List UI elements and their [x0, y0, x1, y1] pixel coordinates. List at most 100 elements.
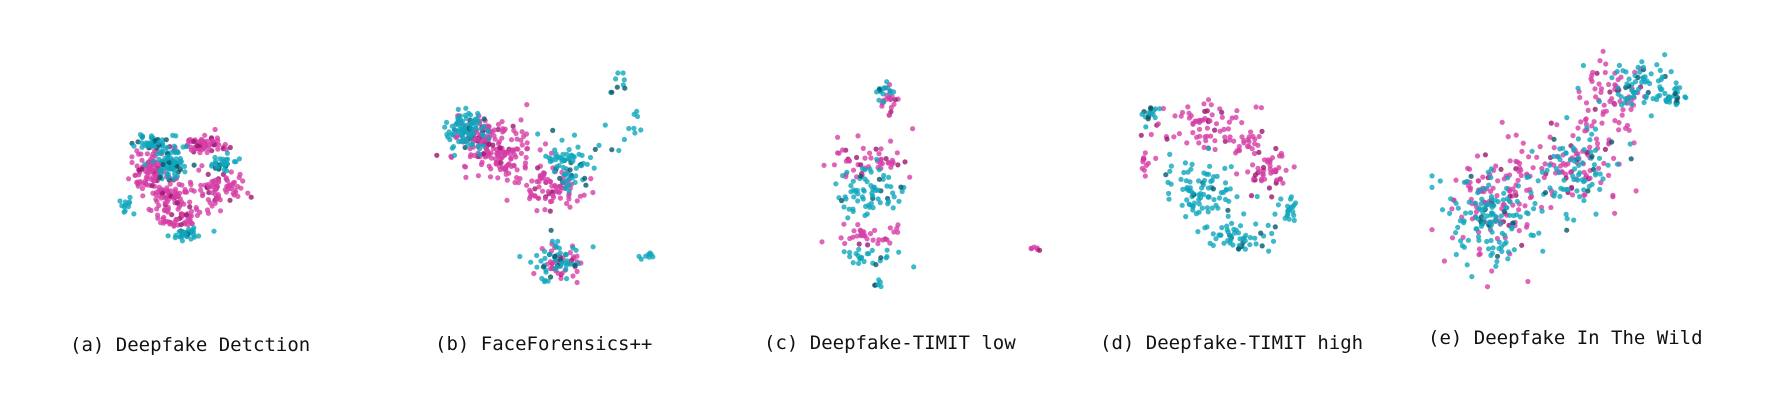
scatter-point-real — [1504, 185, 1510, 191]
scatter-point-fake — [1633, 188, 1639, 194]
scatter-point-real — [880, 176, 886, 182]
scatter-point-real — [1672, 86, 1678, 92]
scatter-plot-a — [117, 126, 254, 244]
scatter-point-real — [1461, 179, 1467, 185]
scatter-point-fake — [1212, 146, 1218, 153]
scatter-point-fake — [873, 146, 879, 152]
scatter-point-real — [1673, 102, 1679, 108]
scatter-point-real — [219, 160, 225, 166]
scatter-point-fake — [1453, 177, 1459, 183]
scatter-point-real — [456, 139, 462, 145]
scatter-point-fake — [155, 212, 161, 218]
scatter-point-fake — [129, 159, 135, 166]
scatter-point-fake — [183, 212, 189, 218]
scatter-point-fake — [1600, 109, 1606, 115]
scatter-point-real — [1184, 197, 1190, 203]
scatter-point-fake — [887, 225, 893, 231]
scatter-point-real — [1668, 69, 1674, 75]
scatter-point-real — [449, 145, 455, 151]
scatter-point-fake — [205, 138, 211, 144]
scatter-point-fake — [1142, 173, 1148, 179]
scatter-point-real — [450, 132, 456, 138]
scatter-point-real — [562, 185, 569, 191]
scatter-point-real — [1468, 210, 1474, 216]
scatter-point-fake — [508, 137, 515, 143]
scatter-point-real — [164, 171, 170, 177]
scatter-point-fake — [1217, 128, 1223, 134]
scatter-point-real — [211, 228, 217, 234]
scatter-point-fake — [519, 142, 525, 148]
scatter-point-real — [1592, 126, 1599, 132]
scatter-point-fake — [212, 191, 218, 197]
scatter-point-real — [442, 124, 448, 130]
scatter-point-real — [1190, 190, 1196, 196]
scatter-point-real — [1211, 197, 1217, 203]
scatter-point-fake — [1594, 140, 1601, 147]
scatter-point-real — [1201, 170, 1207, 176]
scatter-point-fake — [193, 204, 199, 211]
scatter-point-real — [1589, 153, 1595, 159]
scatter-point-fake — [894, 150, 900, 156]
scatter-point-real — [215, 164, 221, 170]
scatter-point-real — [1453, 230, 1459, 236]
scatter-point-real — [867, 166, 873, 172]
scatter-point-fake — [1256, 133, 1262, 140]
scatter-point-fake — [215, 146, 221, 152]
scatter-point-fake — [212, 200, 218, 206]
scatter-point-fake — [475, 136, 481, 142]
scatter-point-fake — [534, 208, 540, 214]
scatter-point-real — [468, 134, 474, 141]
scatter-point-fake — [521, 133, 527, 139]
scatter-point-real — [869, 190, 875, 196]
scatter-point-fake — [1260, 164, 1267, 171]
scatter-point-fake — [1590, 69, 1596, 75]
scatter-point-fake — [1551, 145, 1557, 151]
scatter-point-real — [1265, 222, 1271, 228]
scatter-point-real — [896, 249, 902, 255]
scatter-point-fake — [542, 141, 549, 147]
scatter-point-fake — [535, 165, 541, 171]
scatter-point-fake — [1616, 120, 1622, 126]
scatter-point-fake — [537, 147, 543, 153]
scatter-point-fake — [883, 156, 889, 162]
scatter-point-fake — [1037, 247, 1043, 253]
scatter-point-fake — [548, 150, 555, 156]
caption-c: (c) Deepfake-TIMIT low — [764, 332, 1016, 354]
scatter-point-fake — [1250, 162, 1256, 168]
scatter-point-real — [517, 253, 523, 260]
scatter-point-real — [567, 167, 573, 173]
scatter-point-real — [1635, 64, 1641, 70]
scatter-point-fake — [1283, 167, 1289, 173]
scatter-point-fake — [1542, 161, 1548, 167]
scatter-point-fake — [511, 163, 517, 169]
scatter-point-fake — [172, 219, 178, 225]
scatter-point-fake — [1234, 171, 1240, 177]
scatter-point-fake — [858, 162, 864, 168]
scatter-point-fake — [194, 212, 200, 218]
scatter-point-fake — [522, 160, 529, 166]
scatter-point-real — [1635, 86, 1642, 92]
scatter-point-fake — [1143, 162, 1149, 168]
scatter-point-real — [1504, 205, 1510, 211]
scatter-point-real — [1139, 111, 1145, 117]
scatter-point-real — [535, 131, 541, 137]
scatter-point-fake — [487, 174, 494, 180]
scatter-point-real — [1500, 197, 1506, 203]
scatter-point-fake — [855, 222, 861, 228]
scatter-point-real — [1619, 102, 1625, 108]
scatter-point-fake — [1267, 163, 1273, 169]
scatter-point-real — [1291, 217, 1297, 223]
scatter-point-fake — [1578, 119, 1584, 125]
scatter-point-fake — [248, 194, 254, 200]
scatter-point-fake — [1601, 102, 1607, 108]
scatter-point-fake — [891, 101, 897, 107]
scatter-point-real — [1237, 223, 1244, 229]
scatter-point-fake — [549, 198, 555, 204]
scatter-point-real — [221, 167, 227, 173]
scatter-point-fake — [204, 149, 210, 156]
scatter-point-fake — [1525, 278, 1531, 285]
scatter-point-real — [1480, 220, 1486, 227]
scatter-point-real — [1185, 169, 1191, 175]
scatter-point-fake — [522, 165, 528, 171]
scatter-point-real — [1157, 106, 1163, 112]
